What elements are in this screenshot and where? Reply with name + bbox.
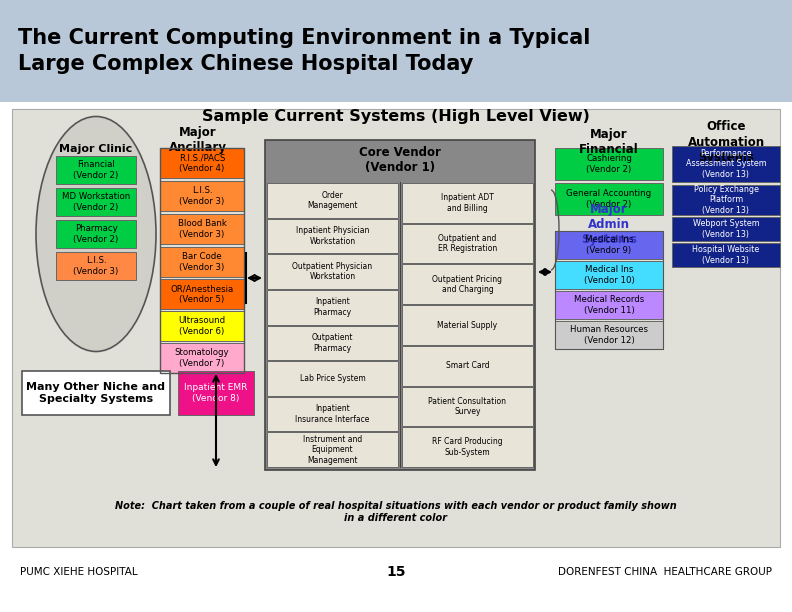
Bar (56, 156, 136, 184)
Text: PUMC XIEHE HOSPITAL: PUMC XIEHE HOSPITAL (20, 567, 138, 577)
Bar (56, 220, 136, 248)
Bar (160, 247, 244, 277)
Bar (267, 326, 398, 360)
Text: Material Supply: Material Supply (437, 321, 497, 329)
Text: Patient Consultation
Survey: Patient Consultation Survey (428, 397, 507, 416)
Bar (267, 432, 398, 467)
Text: Instrument and
Equipment
Management: Instrument and Equipment Management (303, 435, 362, 465)
Text: Medical Records
(Vendor 11): Medical Records (Vendor 11) (574, 296, 644, 315)
Text: Major
Ancillary: Major Ancillary (169, 126, 227, 154)
Text: Major
Admin
Systems: Major Admin Systems (581, 203, 637, 245)
Text: Inpatient EMR
(Vendor 8): Inpatient EMR (Vendor 8) (185, 383, 248, 403)
Text: Medical Ins
(Vendor 9): Medical Ins (Vendor 9) (584, 235, 633, 255)
Bar (402, 183, 533, 223)
Text: Medical Ins
(Vendor 10): Medical Ins (Vendor 10) (584, 265, 634, 285)
Text: Office
Automation
Systems: Office Automation Systems (687, 121, 764, 163)
Text: DORENFEST CHINA  HEALTHCARE GROUP: DORENFEST CHINA HEALTHCARE GROUP (558, 567, 772, 577)
Bar (160, 181, 244, 211)
Text: Blood Bank
(Vendor 3): Blood Bank (Vendor 3) (177, 219, 227, 239)
Bar (555, 148, 663, 180)
Bar (402, 305, 533, 345)
Text: Note:  Chart taken from a couple of real hospital situations with each vendor or: Note: Chart taken from a couple of real … (115, 501, 677, 523)
Bar (402, 346, 533, 386)
Bar (555, 183, 663, 215)
Bar (672, 185, 780, 215)
Bar (160, 214, 244, 244)
Text: Bar Code
(Vendor 3): Bar Code (Vendor 3) (179, 252, 225, 272)
Bar (178, 371, 254, 415)
Bar (265, 140, 535, 470)
Bar (267, 397, 398, 431)
Text: General Accounting
(Vendor 2): General Accounting (Vendor 2) (566, 189, 652, 209)
Bar (267, 183, 398, 218)
Bar (267, 218, 398, 253)
Bar (555, 231, 663, 259)
Bar (672, 146, 780, 182)
Text: R.I.S./PACS
(Vendor 4): R.I.S./PACS (Vendor 4) (179, 153, 225, 173)
Bar (555, 291, 663, 319)
Text: Stomatology
(Vendor 7): Stomatology (Vendor 7) (175, 348, 230, 368)
Bar (160, 343, 244, 373)
Bar (0, 0, 792, 102)
Bar (402, 387, 533, 427)
Text: Policy Exchange
Platform
(Vendor 13): Policy Exchange Platform (Vendor 13) (694, 185, 759, 215)
Text: Sample Current Systems (High Level View): Sample Current Systems (High Level View) (202, 110, 590, 124)
Text: Inpatient Physician
Workstation: Inpatient Physician Workstation (296, 226, 369, 245)
Text: Inpatient ADT
and Billing: Inpatient ADT and Billing (441, 193, 494, 212)
Bar (56, 252, 136, 280)
Text: Outpatient and
ER Registration: Outpatient and ER Registration (438, 234, 497, 253)
Bar (160, 148, 244, 373)
Text: Outpatient Physician
Workstation: Outpatient Physician Workstation (292, 262, 372, 282)
Bar (555, 261, 663, 289)
Bar (672, 243, 780, 267)
Bar (402, 224, 533, 263)
Text: 15: 15 (386, 565, 406, 579)
Bar (12, 109, 780, 547)
Text: Major Clinic: Major Clinic (59, 144, 132, 154)
Bar (402, 427, 533, 467)
Text: Core Vendor
(Vendor 1): Core Vendor (Vendor 1) (359, 146, 441, 174)
Text: Pharmacy
(Vendor 2): Pharmacy (Vendor 2) (74, 225, 119, 244)
Text: Outpatient Pricing
and Charging: Outpatient Pricing and Charging (432, 275, 502, 294)
Text: L.I.S.
(Vendor 3): L.I.S. (Vendor 3) (74, 256, 119, 275)
Text: Major
Financial: Major Financial (579, 128, 639, 156)
Text: Inpatient
Insurance Interface: Inpatient Insurance Interface (295, 405, 370, 424)
Text: Financial
(Vendor 2): Financial (Vendor 2) (74, 160, 119, 180)
Bar (160, 279, 244, 309)
Text: Hospital Website
(Vendor 13): Hospital Website (Vendor 13) (692, 245, 760, 265)
Ellipse shape (36, 116, 156, 351)
Text: Human Resources
(Vendor 12): Human Resources (Vendor 12) (570, 326, 648, 345)
Text: OR/Anesthesia
(Vendor 5): OR/Anesthesia (Vendor 5) (170, 285, 234, 304)
Bar (672, 217, 780, 241)
Bar (267, 361, 398, 396)
Text: Order
Management: Order Management (307, 190, 358, 210)
Bar (555, 231, 663, 349)
Bar (267, 290, 398, 324)
Bar (402, 264, 533, 304)
Text: RF Card Producing
Sub-System: RF Card Producing Sub-System (432, 438, 503, 457)
Text: Inpatient
Pharmacy: Inpatient Pharmacy (314, 297, 352, 317)
Text: Outpatient
Pharmacy: Outpatient Pharmacy (312, 333, 353, 353)
Text: MD Workstation
(Vendor 2): MD Workstation (Vendor 2) (62, 192, 130, 212)
Bar (555, 321, 663, 349)
Text: Lab Price System: Lab Price System (299, 374, 365, 383)
Text: Webport System
(Vendor 13): Webport System (Vendor 13) (693, 219, 760, 239)
Text: Smart Card: Smart Card (446, 361, 489, 370)
Text: L.I.S.
(Vendor 3): L.I.S. (Vendor 3) (179, 186, 225, 206)
Text: Ultrasound
(Vendor 6): Ultrasound (Vendor 6) (178, 316, 226, 336)
Bar (160, 311, 244, 341)
Text: Cashiering
(Vendor 2): Cashiering (Vendor 2) (586, 154, 632, 174)
Bar (160, 148, 244, 178)
Bar (267, 254, 398, 289)
Text: The Current Computing Environment in a Typical
Large Complex Chinese Hospital To: The Current Computing Environment in a T… (18, 28, 590, 74)
Text: Many Other Niche and
Specialty Systems: Many Other Niche and Specialty Systems (26, 382, 166, 404)
Bar (22, 371, 170, 415)
Bar (56, 188, 136, 216)
Text: Performance
Assessment System
(Vendor 13): Performance Assessment System (Vendor 13… (686, 149, 767, 179)
